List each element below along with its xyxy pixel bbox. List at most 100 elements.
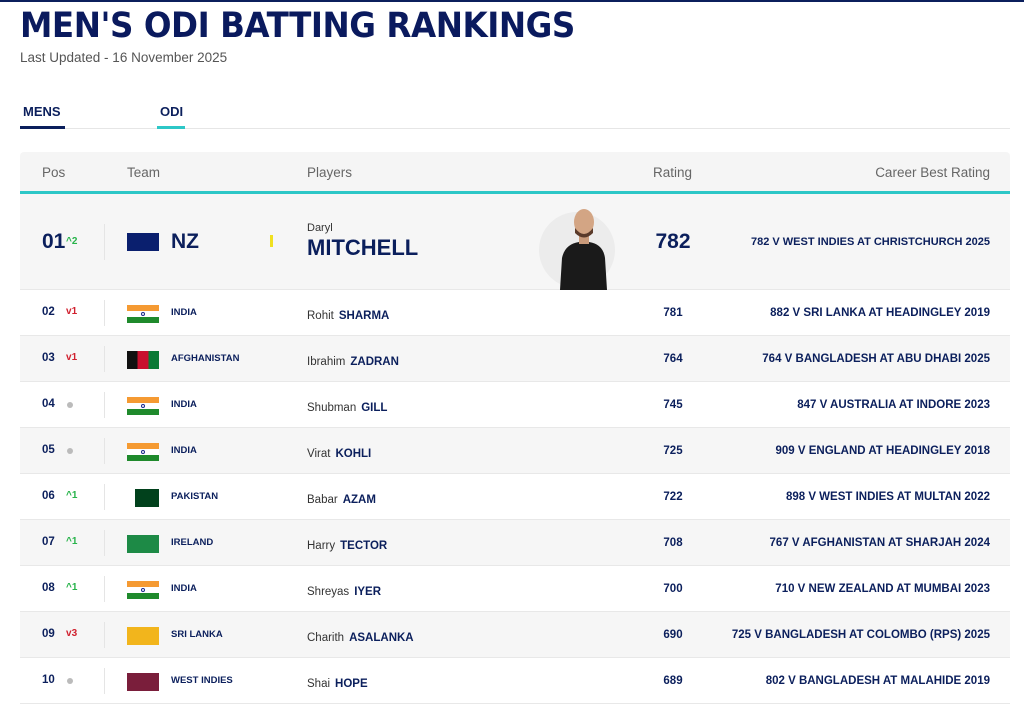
player-last-name[interactable]: MITCHELL [307,235,419,260]
player-name[interactable]: Ibrahim ZADRAN [307,356,399,368]
table-row[interactable]: 03 v1 AFGHANISTAN Ibrahim ZADRAN 764 764 … [20,336,1010,382]
team-name: INDIA [171,399,197,410]
player-name[interactable]: Babar AZAM [307,494,376,506]
rank-change: ^1 [66,490,78,501]
table-header: Pos Team Players Rating Career Best Rati… [20,152,1010,194]
divider [104,576,105,602]
divider [104,622,105,648]
rank-change: ^1 [66,536,78,547]
rating: 689 [663,675,683,687]
player-name[interactable]: Shreyas IYER [307,586,382,598]
rank-position: 01 [42,230,66,253]
header-team: Team [127,165,161,180]
header-pos: Pos [42,165,66,180]
career-best-rating: 882 V SRI LANKA AT HEADINGLEY 2019 [770,307,990,319]
team-name: WEST INDIES [171,675,233,686]
rankings-table: Pos Team Players Rating Career Best Rati… [20,152,1010,704]
team-name: INDIA [171,445,197,456]
flag-icon [127,673,159,691]
flag-icon [127,489,159,507]
table-row[interactable]: 09 v3 SRI LANKA Charith ASALANKA 690 725 … [20,612,1010,658]
page-title: MEN'S ODI BATTING RANKINGS [20,6,575,46]
flag-icon [127,443,159,461]
career-best-rating: 909 V ENGLAND AT HEADINGLEY 2018 [775,445,990,457]
player-name[interactable]: Rohit SHARMA [307,310,390,322]
career-best-rating: 710 V NEW ZEALAND AT MUMBAI 2023 [775,583,990,595]
player-name[interactable]: Charith ASALANKA [307,632,414,644]
table-row[interactable]: 02 v1 INDIA Rohit SHARMA 781 882 V SRI LA… [20,290,1010,336]
header-career-best: Career Best Rating [875,165,990,180]
flag-icon [127,233,159,251]
chevron-up-icon: ^ [66,236,72,247]
table-row[interactable]: 10 WEST INDIES Shai HOPE 689 802 V BANGLA… [20,658,1010,704]
rank-position: 03 [42,352,55,364]
chevron-up-icon: ^ [66,582,72,593]
chevron-down-icon: v [66,306,72,317]
divider [104,224,105,260]
rank-change: v3 [66,628,78,639]
flag-icon [127,397,159,415]
rank-position: 08 [42,582,55,594]
rating: 725 [663,445,683,457]
team-name: INDIA [171,583,197,594]
player-name[interactable]: Shubman GILL [307,402,388,414]
flag-icon [127,305,159,323]
no-change-icon [67,678,73,684]
career-best-rating: 767 V AFGHANISTAN AT SHARJAH 2024 [769,537,990,549]
chevron-up-icon: ^ [66,536,72,547]
rating: 764 [663,353,683,365]
rating: 745 [663,399,683,411]
table-row[interactable]: 07 ^1 IRELAND Harry TECTOR 708 767 V AFGH… [20,520,1010,566]
rank-position: 10 [42,674,55,686]
table-row[interactable]: 01 ^2 NZ Daryl MITCHELL 782 782 V WEST I… [20,194,1010,290]
no-change-icon [67,448,73,454]
rating: 690 [663,629,683,641]
player-first-name: Daryl [307,222,333,234]
career-best-rating: 847 V AUSTRALIA AT INDORE 2023 [797,399,990,411]
player-name[interactable]: Harry TECTOR [307,540,388,552]
rating: 700 [663,583,683,595]
tab-odi[interactable]: ODI [157,104,185,129]
rank-position: 02 [42,306,55,318]
chevron-down-icon: v [66,352,72,363]
team-name: SRI LANKA [171,629,223,640]
player-name[interactable]: Shai HOPE [307,678,368,690]
divider [104,300,105,326]
rating: 722 [663,491,683,503]
table-row[interactable]: 08 ^1 INDIA Shreyas IYER 700 710 V NEW ZE… [20,566,1010,612]
chevron-up-icon: ^ [66,490,72,501]
divider [104,530,105,556]
rating: 708 [663,537,683,549]
last-updated: Last Updated - 16 November 2025 [20,50,228,65]
rank-change: ^2 [66,236,78,247]
rating: 782 [655,230,691,253]
highlight-marker [270,235,273,247]
table-row[interactable]: 05 INDIA Virat KOHLI 725 909 V ENGLAND AT… [20,428,1010,474]
player-name[interactable]: Virat KOHLI [307,448,372,460]
rank-position: 04 [42,398,55,410]
table-row[interactable]: 04 INDIA Shubman GILL 745 847 V AUSTRALIA… [20,382,1010,428]
team-name: NZ [171,230,199,253]
chevron-down-icon: v [66,628,72,639]
tab-mens[interactable]: MENS [20,104,65,129]
rank-position: 07 [42,536,55,548]
divider [104,668,105,694]
table-row[interactable]: 06 ^1 PAKISTAN Babar AZAM 722 898 V WEST … [20,474,1010,520]
team-name: AFGHANISTAN [171,353,240,364]
rank-change: v1 [66,352,78,363]
flag-icon [127,581,159,599]
team-name: PAKISTAN [171,491,219,502]
career-best-rating: 725 V BANGLADESH AT COLOMBO (RPS) 2025 [731,629,990,641]
header-players: Players [307,165,353,180]
divider [104,392,105,418]
career-best-rating: 898 V WEST INDIES AT MULTAN 2022 [785,491,990,503]
rank-position: 09 [42,628,55,640]
team-name: INDIA [171,307,197,318]
rank-position: 05 [42,444,55,456]
header-rating: Rating [653,165,693,180]
career-best-rating: 802 V BANGLADESH AT MALAHIDE 2019 [765,675,990,687]
player-photo [539,209,615,290]
divider [104,346,105,372]
career-best-rating: 782 V WEST INDIES AT CHRISTCHURCH 2025 [751,236,990,248]
rank-change: ^1 [66,582,78,593]
